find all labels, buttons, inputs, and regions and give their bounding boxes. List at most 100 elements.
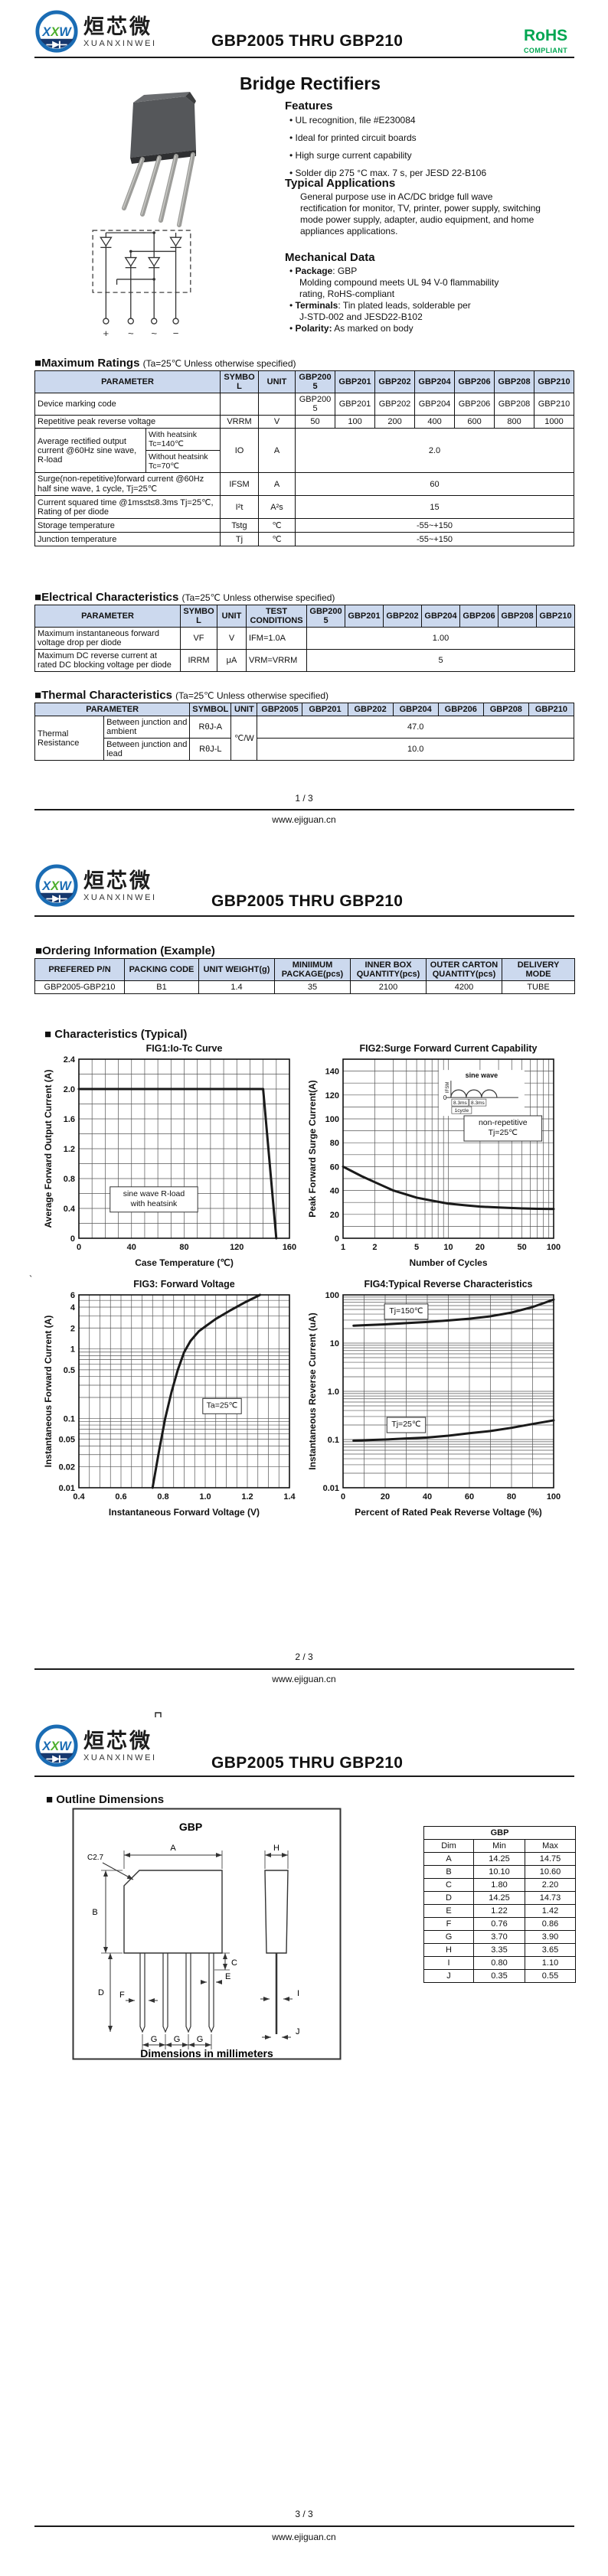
- table-cell: VRM=VRRM: [246, 649, 307, 672]
- svg-text:8.3ms: 8.3ms: [471, 1101, 485, 1106]
- svg-text:50: 50: [517, 1243, 526, 1252]
- website-link[interactable]: www.ejiguan.cn: [272, 814, 336, 825]
- page-title: GBP2005 THRU GBP210: [211, 892, 404, 910]
- table-cell: 1.4: [198, 980, 275, 994]
- company-logo: XXW 烜芯微 XUANXINWEI: [34, 863, 157, 909]
- table-cell: Min: [473, 1839, 525, 1853]
- table-cell: Maximum instantaneous forward voltage dr…: [34, 627, 181, 650]
- table-cell: 35: [274, 980, 351, 994]
- svg-text:20: 20: [330, 1211, 339, 1220]
- logo-mark-icon: XXW: [35, 1724, 78, 1767]
- table-cell: GBP201: [302, 703, 348, 716]
- brand-name-cn: 烜芯微: [83, 869, 152, 892]
- table-cell: 14.25: [473, 1852, 525, 1866]
- diode-symbol-icon: [46, 1755, 67, 1763]
- svg-text:100: 100: [547, 1243, 561, 1252]
- table-cell: VF: [180, 627, 217, 650]
- website-link[interactable]: www.ejiguan.cn: [272, 2532, 336, 2542]
- max-ratings-table: PARAMETER SYMBOL UNIT GBP2005 GBP201 GBP202 GB…: [34, 370, 575, 546]
- svg-text:G: G: [197, 2035, 204, 2044]
- table-cell: I²t: [220, 495, 260, 519]
- table-cell: Dim: [423, 1839, 474, 1853]
- table-cell: IRRM: [180, 649, 217, 672]
- mechanical-item: Terminals: Tin plated leads, solderable …: [289, 300, 596, 323]
- applications-heading: Typical Applications: [285, 177, 396, 190]
- table-cell: ℃: [258, 518, 296, 533]
- table-cell: Repetitive peak reverse voltage: [34, 415, 221, 429]
- max-ratings-heading: ■Maximum Ratings (Ta=25℃ Unless otherwis…: [34, 357, 296, 370]
- svg-text:Tj=150℃: Tj=150℃: [389, 1306, 423, 1316]
- svg-text:2: 2: [70, 1324, 75, 1333]
- svg-text:1.4: 1.4: [283, 1492, 296, 1502]
- table-cell: GBP208: [482, 703, 529, 716]
- table-cell: G: [423, 1930, 474, 1944]
- table-cell: PARAMETER: [34, 703, 191, 716]
- header-divider: [34, 915, 574, 917]
- svg-text:1.0: 1.0: [199, 1492, 211, 1502]
- svg-text:8.3ms: 8.3ms: [453, 1101, 467, 1106]
- table-cell: Junction temperature: [34, 532, 221, 546]
- table-cell: -55~+150: [295, 532, 575, 546]
- footer-divider: [34, 1668, 574, 1670]
- rohs-badge: RoHS COMPLIANT: [524, 28, 567, 54]
- fig2-surge-chart: 1 2 5 10 20 50 100 0 20 40 60 80 100 120 140 Number of …: [307, 1043, 561, 1268]
- table-cell: UNIT: [258, 370, 296, 393]
- svg-text:0.8: 0.8: [64, 1175, 75, 1184]
- page-number: 3 / 3: [295, 2509, 313, 2519]
- table-cell: μA: [217, 649, 247, 672]
- mechanical-heading: Mechanical Data: [285, 251, 375, 264]
- svg-text:+: +: [103, 328, 110, 339]
- table-cell: 1000: [534, 415, 575, 429]
- svg-text:40: 40: [330, 1187, 339, 1196]
- table-cell: 47.0: [257, 716, 574, 739]
- scan-artifact-mark: [155, 1712, 162, 1717]
- svg-text:140: 140: [325, 1068, 339, 1077]
- table-cell: GBP206: [454, 370, 495, 393]
- svg-text:6: 6: [70, 1291, 75, 1300]
- svg-text:XXW: XXW: [41, 25, 72, 39]
- thermal-table: PARAMETER SYMBOL UNIT GBP2005 GBP201 GBP202 GB…: [34, 703, 575, 761]
- table-cell: 3.90: [525, 1930, 576, 1944]
- table-cell: GBP202: [374, 370, 416, 393]
- svg-text:1: 1: [341, 1243, 345, 1252]
- svg-text:Number of Cycles: Number of Cycles: [409, 1257, 487, 1268]
- table-cell: 15: [295, 495, 575, 519]
- svg-text:100: 100: [325, 1291, 339, 1300]
- table-cell: J: [423, 1969, 474, 1983]
- table-cell: 800: [494, 415, 535, 429]
- svg-text:Peak Forward Surge Current(A): Peak Forward Surge Current(A): [307, 1080, 318, 1217]
- table-cell: IFSM: [220, 472, 260, 496]
- table-cell: B: [423, 1865, 474, 1879]
- svg-text:Instantaneous Forward Voltage: Instantaneous Forward Voltage (V): [109, 1507, 260, 1518]
- table-cell: Between junction and ambient: [103, 716, 191, 739]
- table-cell: A: [258, 472, 296, 496]
- svg-text:FIG3: Forward Voltage: FIG3: Forward Voltage: [133, 1279, 234, 1290]
- diode-icons: [100, 236, 182, 269]
- thermal-heading: ■Thermal Characteristics (Ta=25℃ Unless …: [34, 689, 329, 702]
- dimension-table: GBP Dim Min Max A 14.25 14.75 B 10.10 10.60 C 1.80 2…: [423, 1826, 576, 1983]
- table-cell: UNIT WEIGHT(g): [198, 958, 275, 981]
- svg-text:Tj=25℃: Tj=25℃: [489, 1128, 518, 1137]
- table-cell: F: [423, 1917, 474, 1931]
- electrical-table: PARAMETER SYMBOL UNIT TEST CONDITIONS GBP200…: [34, 605, 575, 672]
- table-cell: 14.75: [525, 1852, 576, 1866]
- company-logo: XXW 烜芯微 XUANXINWEI: [34, 1723, 157, 1769]
- table-cell: D: [423, 1891, 474, 1905]
- diode-symbol-icon: [46, 895, 67, 903]
- svg-text:100: 100: [547, 1492, 561, 1502]
- table-cell: GBP202: [383, 605, 422, 628]
- table-cell: -55~+150: [295, 518, 575, 533]
- diode-symbol-icon: [46, 41, 67, 49]
- table-cell: GBP201: [335, 370, 376, 393]
- table-cell: GBP210: [536, 605, 575, 628]
- svg-text:IFSM: IFSM: [446, 1082, 450, 1093]
- table-cell: ℃/W: [230, 716, 258, 761]
- package-photo: [122, 92, 196, 227]
- website-link[interactable]: www.ejiguan.cn: [272, 1674, 336, 1684]
- svg-text:B: B: [92, 1908, 97, 1917]
- table-cell: A²s: [258, 495, 296, 519]
- list-item: High surge current capability: [289, 150, 588, 161]
- table-cell: 3.35: [473, 1943, 525, 1957]
- table-cell: E: [423, 1904, 474, 1918]
